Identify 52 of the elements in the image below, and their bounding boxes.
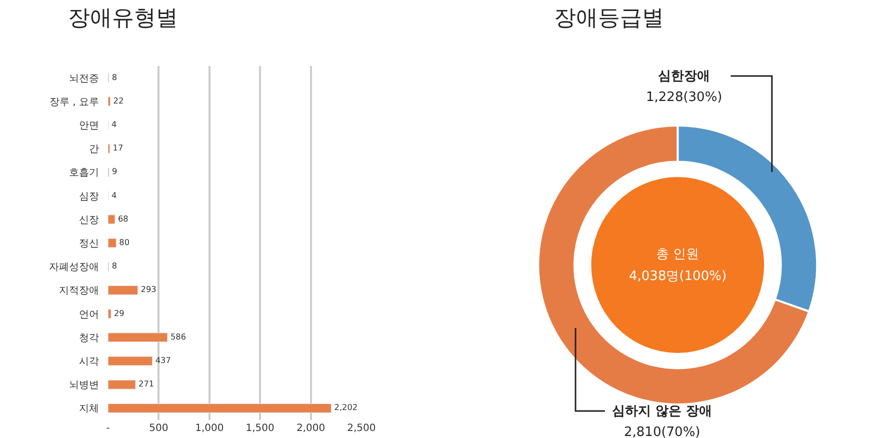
y-tick-label: 간 <box>89 144 100 156</box>
y-tick-label: 심장 <box>79 191 100 202</box>
slice-label: 심한장애 <box>658 69 710 84</box>
text: 총 인원 <box>656 247 700 262</box>
y-tick-label: 뇌병변 <box>69 380 100 392</box>
data-label: 437 <box>155 355 171 366</box>
text: 4,038명(100%) <box>629 269 727 284</box>
x-tick-label: 1,500 <box>246 423 274 434</box>
data-label: 586 <box>170 331 186 342</box>
y-tick-label: 신장 <box>79 214 100 226</box>
x-tick-label: 1,000 <box>195 423 224 434</box>
y-tick-label: 호흡기 <box>69 168 100 179</box>
data-label: 2,810(70%) <box>624 425 700 438</box>
bar <box>108 332 168 342</box>
y-tick-label: 장루 , 요루 <box>50 96 100 108</box>
data-label: 9 <box>112 166 118 176</box>
y-tick-label: 자폐성장애 <box>49 262 100 274</box>
x-tick-label: 2,500 <box>347 423 376 434</box>
slice-label: 심하지 않은 장애 <box>612 404 712 419</box>
y-tick-label: 언어 <box>79 309 100 320</box>
y-tick-label: 청각 <box>79 332 100 344</box>
data-label: 2,202 <box>334 402 358 412</box>
data-label: 8 <box>112 260 118 271</box>
data-label: 271 <box>138 378 154 389</box>
bar <box>108 285 138 295</box>
bar <box>108 356 153 366</box>
x-tick-label: 2,000 <box>296 423 326 434</box>
bar <box>108 403 332 413</box>
data-label: 22 <box>113 95 124 106</box>
data-label: 1,228(30%) <box>646 90 722 105</box>
data-label: 80 <box>119 237 130 248</box>
y-tick-label: 지체 <box>79 404 100 415</box>
chart-title: 장애유형별 <box>68 6 178 31</box>
data-label: 29 <box>114 308 124 318</box>
chart-title: 장애등급별 <box>554 6 664 31</box>
x-tick-label: - <box>106 423 110 434</box>
y-tick-label: 안면 <box>79 120 100 132</box>
data-label: 68 <box>118 213 128 224</box>
bar <box>108 238 116 248</box>
y-tick-label: 뇌전증 <box>69 73 100 84</box>
bar <box>108 214 116 224</box>
data-label: 17 <box>112 142 124 153</box>
y-tick-label: 시각 <box>79 356 100 368</box>
y-tick-label: 지적장애 <box>59 286 100 297</box>
data-label: 4 <box>111 190 117 200</box>
x-tick-label: 500 <box>149 423 168 434</box>
data-label: 4 <box>111 119 117 130</box>
bar <box>108 380 136 390</box>
bar <box>108 309 112 319</box>
y-tick-label: 정신 <box>79 238 100 250</box>
data-label: 293 <box>140 284 156 294</box>
data-label: 8 <box>112 72 118 82</box>
